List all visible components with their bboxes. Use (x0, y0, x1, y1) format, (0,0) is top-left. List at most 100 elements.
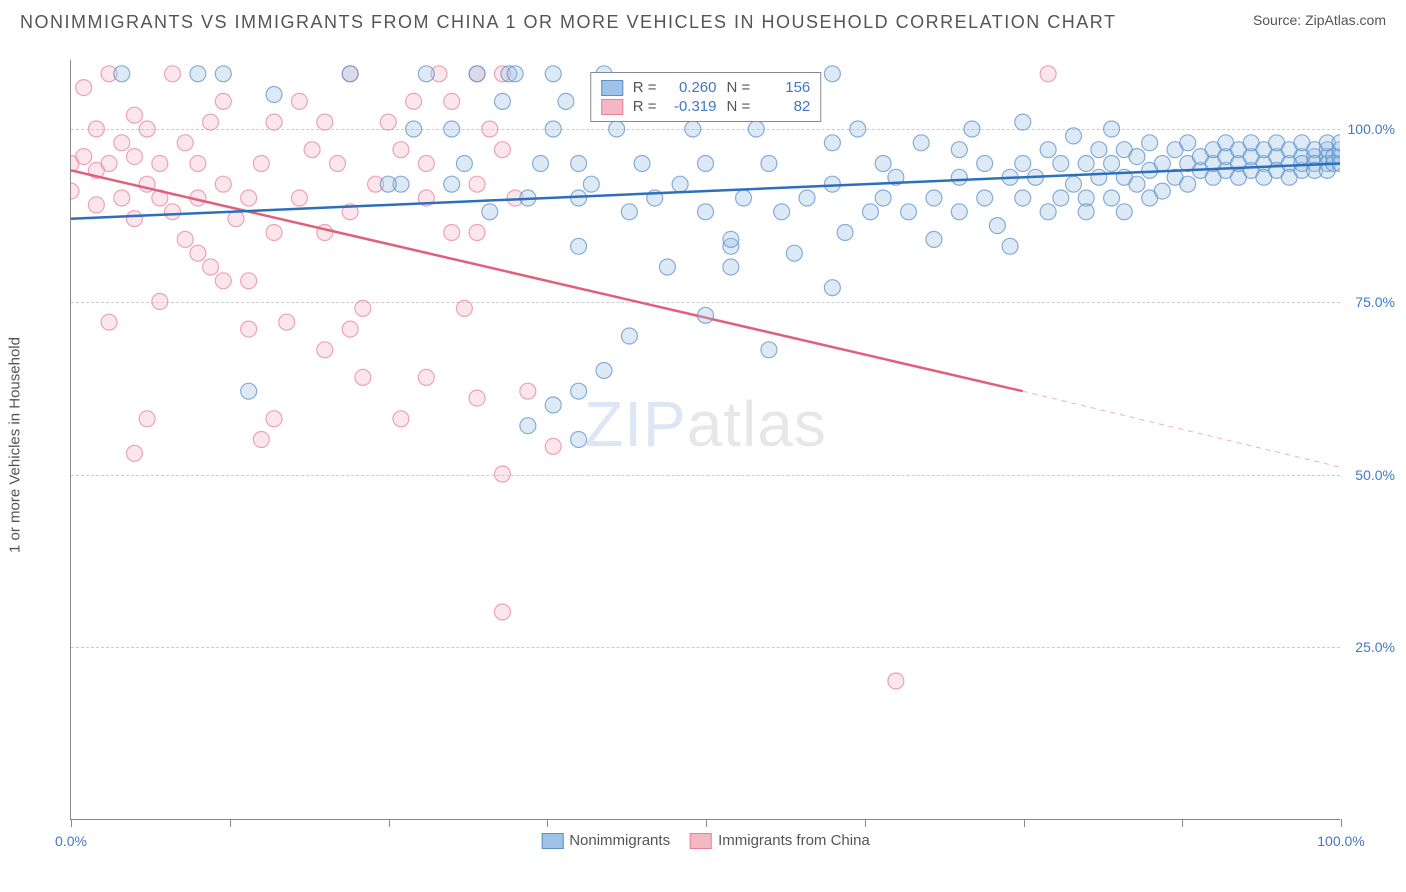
data-point (1142, 135, 1158, 151)
data-point (1116, 204, 1132, 220)
xtick (865, 819, 866, 827)
data-point (672, 176, 688, 192)
data-point (1129, 149, 1145, 165)
data-point (977, 190, 993, 206)
data-point (291, 93, 307, 109)
stats-legend-row: R = -0.319 N = 82 (601, 98, 811, 115)
ytick-label: 50.0% (1355, 467, 1395, 483)
xtick (1024, 819, 1025, 827)
data-point (951, 142, 967, 158)
data-point (139, 121, 155, 137)
data-point (126, 107, 142, 123)
data-point (1015, 114, 1031, 130)
data-point (558, 93, 574, 109)
plot-svg (71, 60, 1340, 819)
data-point (1040, 142, 1056, 158)
data-point (393, 411, 409, 427)
data-point (1180, 135, 1196, 151)
data-point (304, 142, 320, 158)
data-point (1104, 190, 1120, 206)
data-point (456, 156, 472, 172)
legend-label: Immigrants from China (718, 832, 870, 849)
data-point (1002, 238, 1018, 254)
data-point (266, 225, 282, 241)
data-point (875, 190, 891, 206)
xtick-label: 100.0% (1317, 833, 1364, 849)
data-point (1180, 176, 1196, 192)
data-point (469, 390, 485, 406)
data-point (609, 121, 625, 137)
data-point (418, 66, 434, 82)
data-point (520, 383, 536, 399)
data-point (977, 156, 993, 172)
data-point (139, 411, 155, 427)
data-point (494, 142, 510, 158)
data-point (761, 156, 777, 172)
data-point (913, 135, 929, 151)
data-point (329, 156, 345, 172)
data-point (545, 397, 561, 413)
data-point (126, 445, 142, 461)
data-point (596, 363, 612, 379)
data-point (786, 245, 802, 261)
data-point (1091, 169, 1107, 185)
data-point (989, 218, 1005, 234)
data-point (215, 176, 231, 192)
r-value: 0.260 (667, 79, 717, 96)
data-point (1154, 183, 1170, 199)
data-point (698, 156, 714, 172)
data-point (152, 156, 168, 172)
data-point (1104, 121, 1120, 137)
data-point (355, 369, 371, 385)
legend-item-nonimmigrants: Nonimmigrants (541, 832, 670, 849)
data-point (279, 314, 295, 330)
data-point (850, 121, 866, 137)
xtick (1182, 819, 1183, 827)
xtick (547, 819, 548, 827)
n-value: 82 (760, 98, 810, 115)
data-point (76, 80, 92, 96)
data-point (482, 204, 498, 220)
xtick (706, 819, 707, 827)
xtick-label: 0.0% (55, 833, 87, 849)
data-point (723, 231, 739, 247)
data-point (520, 418, 536, 434)
data-point (406, 93, 422, 109)
data-point (165, 204, 181, 220)
data-point (1154, 156, 1170, 172)
data-point (1015, 190, 1031, 206)
data-point (862, 204, 878, 220)
data-point (469, 176, 485, 192)
xtick (1341, 819, 1342, 827)
source-attribution: Source: ZipAtlas.com (1253, 12, 1386, 28)
data-point (126, 211, 142, 227)
series-legend: Nonimmigrants Immigrants from China (541, 832, 870, 849)
data-point (342, 321, 358, 337)
data-point (545, 66, 561, 82)
data-point (101, 156, 117, 172)
data-point (571, 432, 587, 448)
data-point (888, 673, 904, 689)
legend-label: Nonimmigrants (569, 832, 670, 849)
stats-legend-row: R = 0.260 N = 156 (601, 79, 811, 96)
data-point (190, 66, 206, 82)
data-point (621, 204, 637, 220)
r-value: -0.319 (667, 98, 717, 115)
data-point (215, 273, 231, 289)
data-point (1078, 204, 1094, 220)
data-point (241, 383, 257, 399)
data-point (824, 280, 840, 296)
data-point (533, 156, 549, 172)
swatch-immigrants (690, 833, 712, 849)
data-point (114, 190, 130, 206)
data-point (1040, 66, 1056, 82)
n-value: 156 (760, 79, 810, 96)
data-point (875, 156, 891, 172)
xtick (389, 819, 390, 827)
data-point (418, 369, 434, 385)
legend-item-immigrants: Immigrants from China (690, 832, 870, 849)
data-point (926, 231, 942, 247)
data-point (253, 432, 269, 448)
swatch-nonimmigrants (601, 80, 623, 96)
ytick-label: 100.0% (1348, 121, 1395, 137)
